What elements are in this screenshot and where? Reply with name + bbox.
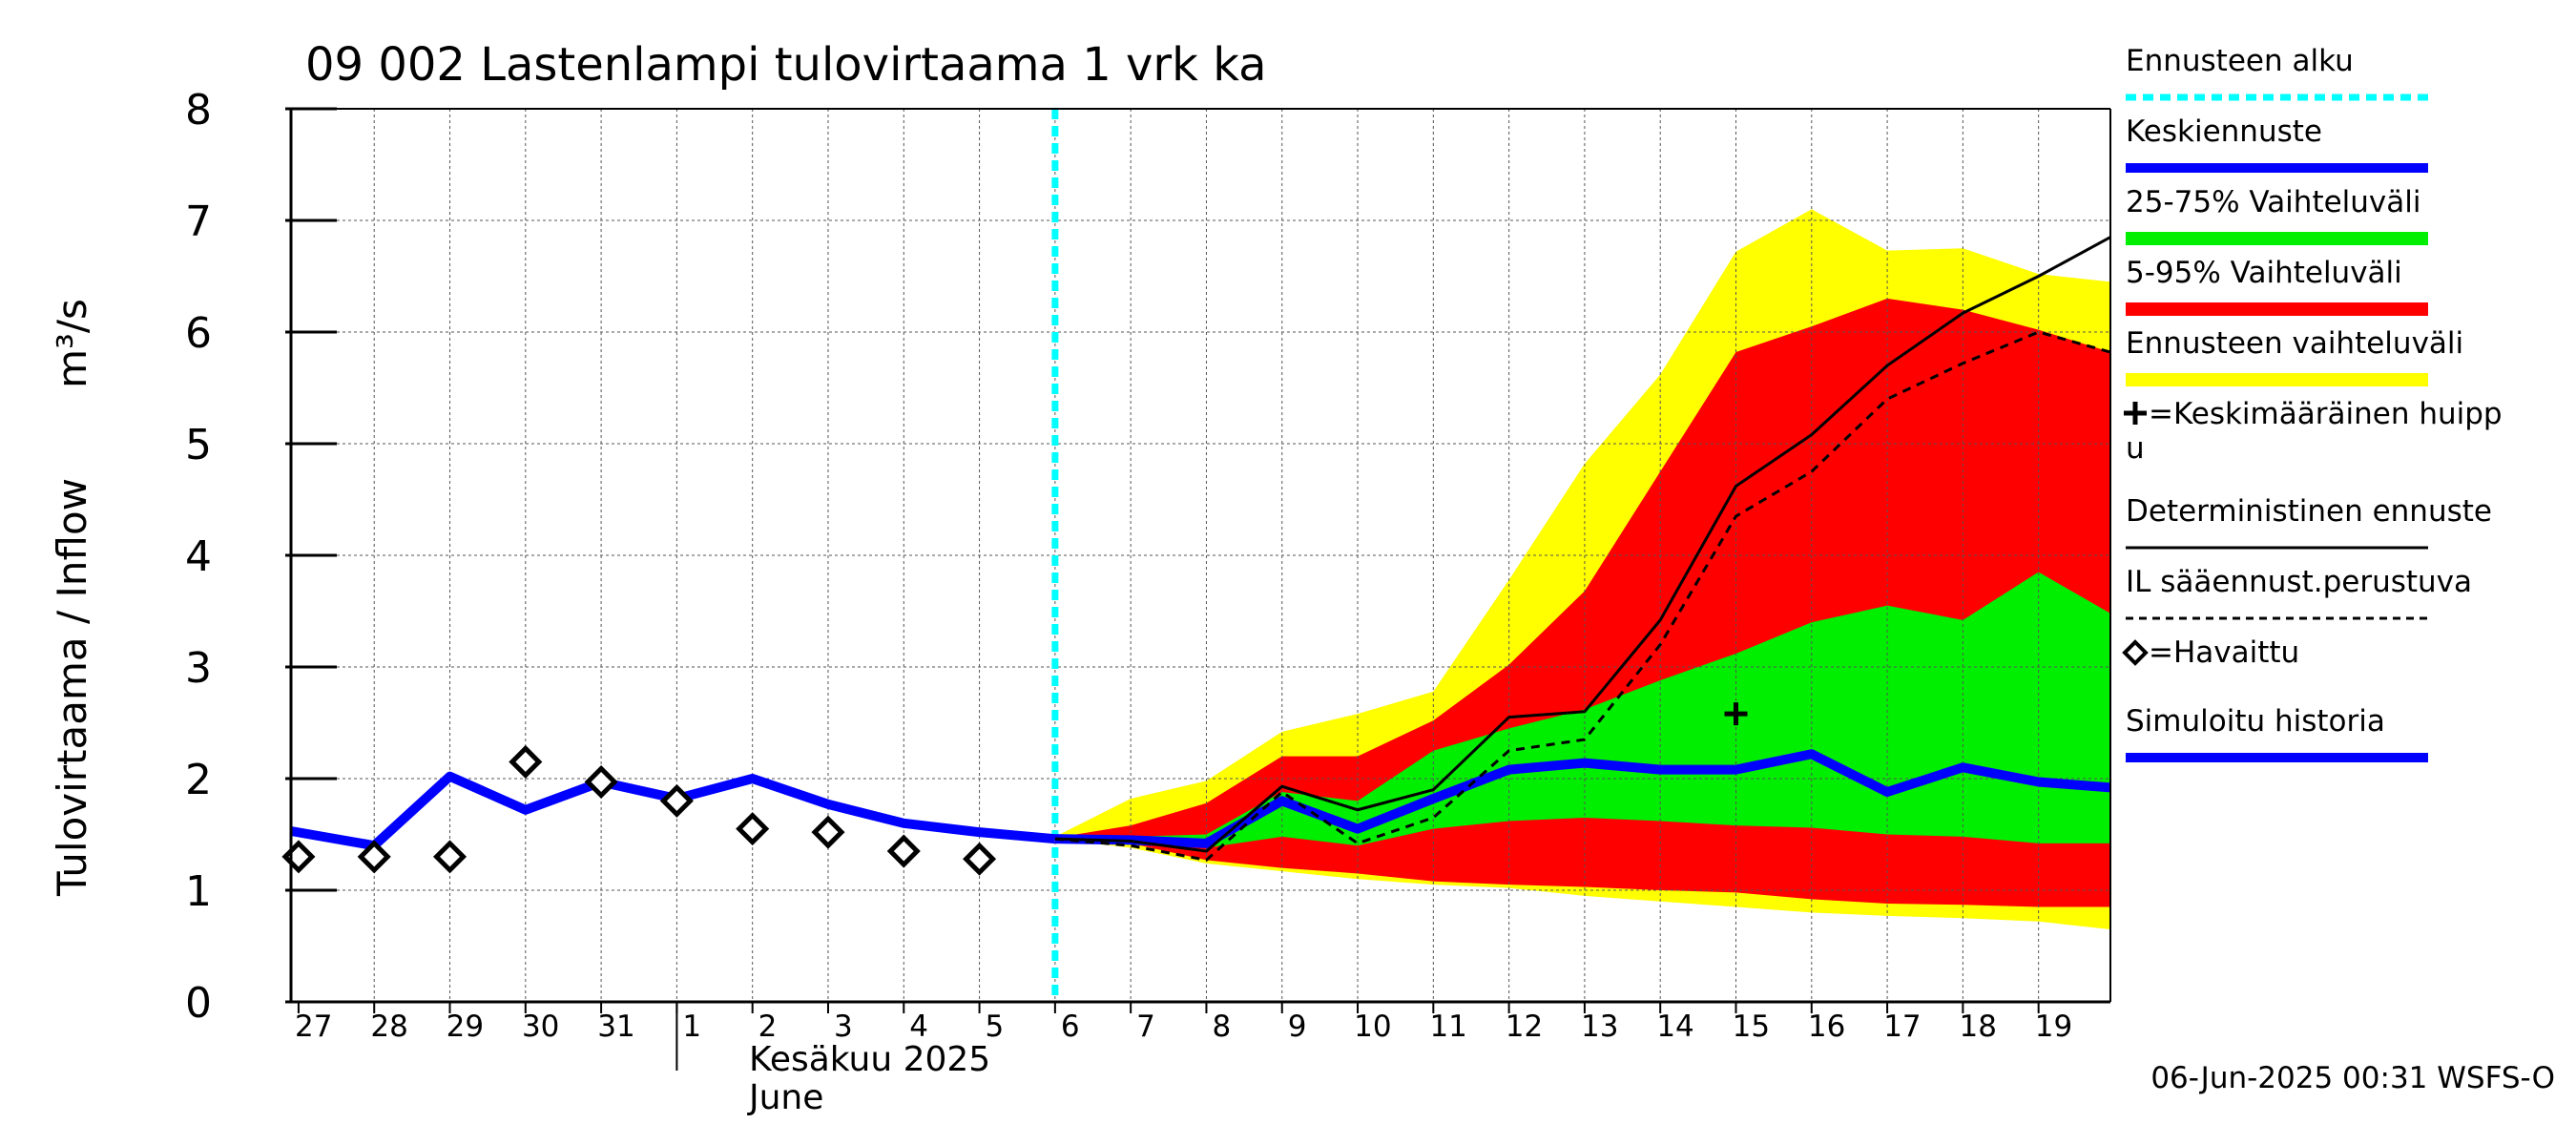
x-tick-label: 10 — [1354, 1010, 1391, 1044]
y-tick-label: 8 — [185, 86, 212, 135]
forecast-bands — [1054, 209, 2110, 929]
y-tick-label: 6 — [185, 309, 212, 358]
observed-point — [432, 840, 467, 874]
markers — [281, 702, 1748, 876]
month-label-en: June — [747, 1078, 823, 1117]
x-tick-label: 31 — [597, 1010, 634, 1044]
legend-label: Keskiennuste — [2126, 114, 2322, 149]
observed-point — [357, 840, 391, 874]
chart-title: 09 002 Lastenlampi tulovirtaama 1 vrk ka — [305, 38, 1267, 92]
x-tick-label: 14 — [1656, 1010, 1693, 1044]
observed-point — [509, 744, 543, 779]
observed-point — [963, 842, 997, 876]
x-tick-label: 17 — [1883, 1010, 1921, 1044]
legend-label: IL sääennust.perustuva — [2126, 565, 2472, 599]
y-axis-unit: m³/s — [49, 299, 95, 388]
legend-label: =Keskimääräinen huipp — [2149, 397, 2503, 431]
x-tick-label: 4 — [909, 1010, 928, 1044]
observed-point — [584, 764, 618, 800]
x-tick-label: 3 — [834, 1010, 853, 1044]
mean-peak-marker — [1724, 702, 1748, 726]
month-label-fi: Kesäkuu 2025 — [749, 1040, 990, 1079]
y-tick-label: 0 — [185, 979, 212, 1028]
x-tick-label: 12 — [1506, 1010, 1543, 1044]
band-25-75-vaihteluv-li — [1054, 572, 2110, 848]
legend-label: 25-75% Vaihteluväli — [2126, 185, 2421, 219]
x-tick-label: 13 — [1581, 1010, 1618, 1044]
legend: Ennusteen alku Keskiennuste 25-75% Vaihtel… — [2122, 44, 2503, 762]
legend-label: Ennusteen vaihteluväli — [2126, 326, 2463, 361]
legend-label: Ennusteen alku — [2126, 44, 2354, 78]
x-tick-label: 6 — [1061, 1010, 1080, 1044]
x-tick-label: 9 — [1288, 1010, 1307, 1044]
legend-diamond-icon — [2122, 639, 2149, 666]
legend-plus-icon — [2124, 402, 2147, 425]
y-tick-label: 7 — [185, 198, 212, 246]
legend-label-continued: u — [2126, 431, 2145, 466]
y-axis-label: Tulovirtaama / Inflow — [49, 478, 95, 897]
legend-label: 5-95% Vaihteluväli — [2126, 256, 2402, 290]
x-tick-label: 1 — [682, 1010, 701, 1044]
x-tick-label: 16 — [1808, 1010, 1845, 1044]
x-tick-label: 30 — [522, 1010, 559, 1044]
x-tick-label: 11 — [1429, 1010, 1466, 1044]
x-tick-label: 27 — [295, 1010, 332, 1044]
y-tick-label: 4 — [185, 532, 212, 581]
x-tick-label: 8 — [1212, 1010, 1231, 1044]
legend-label: Simuloitu historia — [2126, 704, 2385, 739]
series-deterministinen-ennuste — [1054, 236, 2111, 853]
x-tick-label: 28 — [370, 1010, 407, 1044]
observed-point — [811, 815, 845, 849]
x-tick-label: 5 — [986, 1010, 1005, 1044]
y-tick-label: 1 — [185, 867, 212, 916]
y-tick-label: 5 — [185, 421, 212, 469]
x-tick-label: 19 — [2035, 1010, 2072, 1044]
series-il-s-ennust-perustuva — [1054, 330, 2111, 862]
x-tick-label: 29 — [447, 1010, 484, 1044]
x-tick-label: 7 — [1136, 1010, 1155, 1044]
observed-point — [736, 812, 770, 846]
x-tick-label: 18 — [1960, 1010, 1997, 1044]
observed-point — [886, 834, 921, 868]
x-tick-label: 2 — [758, 1010, 778, 1044]
x-tick-label: 15 — [1733, 1010, 1770, 1044]
y-tick-label: 3 — [185, 644, 212, 693]
y-tick-label: 2 — [185, 756, 212, 804]
footer-timestamp: 06-Jun-2025 00:31 WSFS-O — [2150, 1061, 2555, 1095]
legend-label: =Havaittu — [2149, 635, 2299, 670]
observed-point — [659, 783, 694, 818]
legend-label: Deterministinen ennuste — [2126, 494, 2492, 529]
grid — [291, 109, 2110, 1002]
